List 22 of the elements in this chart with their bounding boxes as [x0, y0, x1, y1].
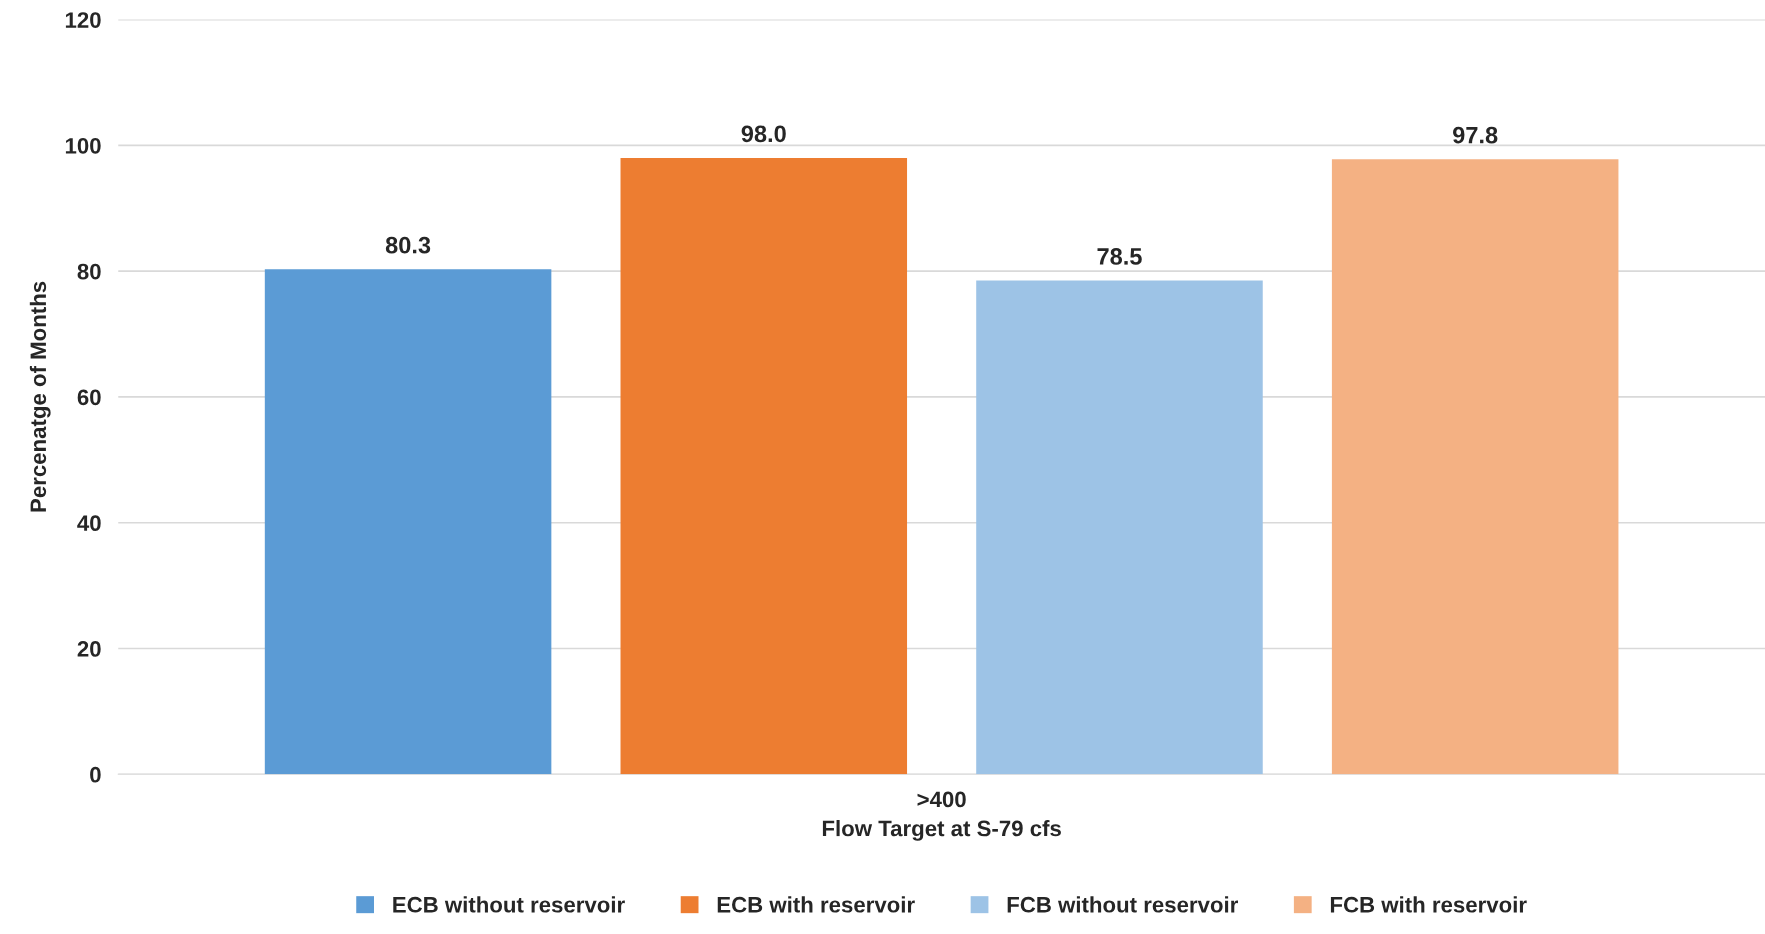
y-tick-label: 40 — [77, 515, 101, 531]
bar — [976, 280, 1263, 775]
bar — [620, 157, 908, 775]
legend-label: FCB without reservoir — [1007, 896, 1238, 913]
y-tick-label: 100 — [65, 137, 101, 154]
data-label: 80.3 — [385, 236, 431, 254]
y-axis-title: Percenatge of Months — [29, 281, 51, 512]
y-tick-label: 60 — [77, 389, 101, 406]
x-axis-title: Flow Target at S-79 cfs — [822, 820, 1061, 841]
bar — [264, 269, 552, 775]
legend-label: ECB with reservoir — [717, 896, 915, 913]
bar — [1331, 159, 1619, 775]
y-tick-label: 20 — [77, 641, 101, 657]
legend-label: FCB with reservoir — [1330, 896, 1527, 913]
x-tick-label: >400 — [917, 791, 966, 808]
legend-label: ECB without reservoir — [393, 896, 625, 913]
data-label: 97.8 — [1453, 126, 1498, 144]
y-tick-label: 120 — [65, 12, 101, 28]
y-tick-label: 80 — [77, 263, 101, 280]
y-tick-label: 0 — [90, 766, 101, 783]
data-label: 78.5 — [1097, 248, 1142, 265]
data-label: 98.0 — [741, 125, 786, 143]
